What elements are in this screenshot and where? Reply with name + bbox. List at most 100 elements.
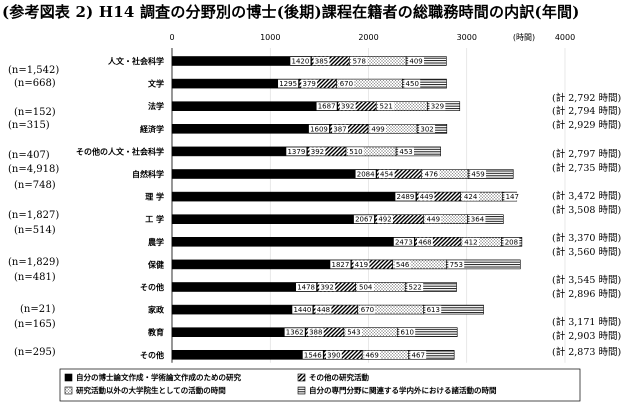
data-label: 449 xyxy=(427,216,440,224)
x-tick-label: 2000 xyxy=(358,33,378,42)
data-label: 412 xyxy=(464,238,477,246)
data-label: 467 xyxy=(412,351,425,359)
data-label-box xyxy=(302,350,323,359)
data-label-box xyxy=(359,305,376,314)
bar-segment xyxy=(396,327,458,338)
data-label-box xyxy=(345,328,362,337)
legend-swatch xyxy=(64,373,73,382)
data-label-box xyxy=(378,102,395,111)
data-label: 1295 xyxy=(279,80,297,88)
data-label: 510 xyxy=(349,148,362,156)
data-label: 753 xyxy=(450,261,463,269)
chart-title: (参考図表 2) H14 調査の分野別の博士(後期)課程在籍者の総職務時間の内訳… xyxy=(2,3,580,21)
n-label: (n=514) xyxy=(14,225,56,236)
data-label-box xyxy=(416,237,433,246)
bar-segment xyxy=(405,56,447,66)
total-label: (計 3,545 時間) xyxy=(552,274,621,286)
data-label-box xyxy=(462,237,479,246)
data-label: 1546 xyxy=(304,351,322,359)
category-label: 法学 xyxy=(148,101,164,111)
data-label-box xyxy=(419,124,436,133)
bar-segment xyxy=(171,282,318,292)
category-label: 教育 xyxy=(147,327,164,337)
n-label: (n=481) xyxy=(14,272,56,283)
data-label: 546 xyxy=(396,261,410,269)
data-label-box xyxy=(292,305,313,314)
data-label-box xyxy=(503,237,520,246)
total-label: (計 2,929 時間) xyxy=(552,119,621,131)
data-label-box xyxy=(398,147,415,156)
data-label: 578 xyxy=(353,58,366,66)
data-label: 454 xyxy=(380,171,394,179)
data-label-box xyxy=(325,350,342,359)
data-label-box xyxy=(301,79,318,88)
data-label-box xyxy=(315,305,332,314)
data-label-box xyxy=(429,102,446,111)
bar-segment xyxy=(171,237,416,247)
data-label-box xyxy=(278,79,299,88)
data-label: 392 xyxy=(311,148,324,156)
data-label-box xyxy=(351,57,368,65)
total-label: (計 2,903 時間) xyxy=(552,330,621,342)
bar-segment xyxy=(407,349,455,360)
bar-segment xyxy=(446,259,521,270)
data-label: 392 xyxy=(320,284,333,292)
data-label: 453 xyxy=(399,148,412,156)
n-label: (n=21) xyxy=(20,304,55,315)
n-label: (n=668) xyxy=(14,78,56,89)
total-label: (計 2,896 時間) xyxy=(552,288,621,300)
category-label: その他の人文・社会科学 xyxy=(76,146,164,156)
category-label: 経済学 xyxy=(140,124,164,134)
legend-label: 自分の専門分野に関連する学内外における諸活動の時間 xyxy=(309,385,497,395)
data-label: 449 xyxy=(420,193,433,201)
data-label: 522 xyxy=(409,284,422,292)
data-label: 1609 xyxy=(310,125,328,133)
data-label-box xyxy=(330,260,351,269)
data-label-box xyxy=(425,215,442,224)
data-label-box xyxy=(425,305,442,314)
axis-unit-label: (時間) xyxy=(513,33,535,42)
data-label: 448 xyxy=(317,306,330,314)
data-label-box xyxy=(353,215,375,224)
data-label: 613 xyxy=(427,306,440,314)
data-label-box xyxy=(296,283,317,291)
data-label: 2084 xyxy=(357,171,375,179)
data-label-box xyxy=(316,102,337,111)
data-label: 450 xyxy=(406,80,419,88)
data-label-box xyxy=(408,57,425,65)
x-tick-label: 3000 xyxy=(457,33,477,42)
category-label: 工 学 xyxy=(145,214,164,224)
data-label: 1687 xyxy=(318,103,336,111)
bar-segment xyxy=(401,78,447,89)
bar-segment xyxy=(171,349,325,360)
bar-segment xyxy=(467,169,514,179)
data-label-box xyxy=(364,350,381,359)
data-label-box xyxy=(353,260,370,269)
data-label: 2473 xyxy=(395,238,413,246)
data-label: 610 xyxy=(401,329,414,337)
total-label: (計 3,508 時間) xyxy=(552,204,621,216)
bar-segment xyxy=(171,101,339,111)
total-label: (計 2,735 時間) xyxy=(552,162,621,174)
data-label-box xyxy=(418,192,435,201)
bar-segment xyxy=(404,282,457,292)
data-label: 302 xyxy=(420,125,433,133)
bar-segment xyxy=(171,191,417,202)
n-label: (n=315) xyxy=(8,120,50,131)
data-label-box xyxy=(348,147,364,156)
total-label: (計 3,171 時間) xyxy=(552,316,621,328)
data-label-box xyxy=(423,170,440,178)
data-label: 1827 xyxy=(331,261,349,269)
total-label: (計 2,792 時間) xyxy=(552,92,621,104)
data-label-box xyxy=(370,124,387,133)
data-label: 468 xyxy=(418,238,431,246)
legend-label: 研究活動以外の大学院生としての活動の時間 xyxy=(76,385,226,395)
data-label-box xyxy=(309,147,326,156)
data-label: 1420 xyxy=(292,58,310,66)
category-label: その他 xyxy=(140,282,164,292)
bar-segment xyxy=(171,169,378,179)
data-label-box xyxy=(332,124,348,133)
data-label: 329 xyxy=(431,103,444,111)
data-label-box xyxy=(355,170,376,178)
